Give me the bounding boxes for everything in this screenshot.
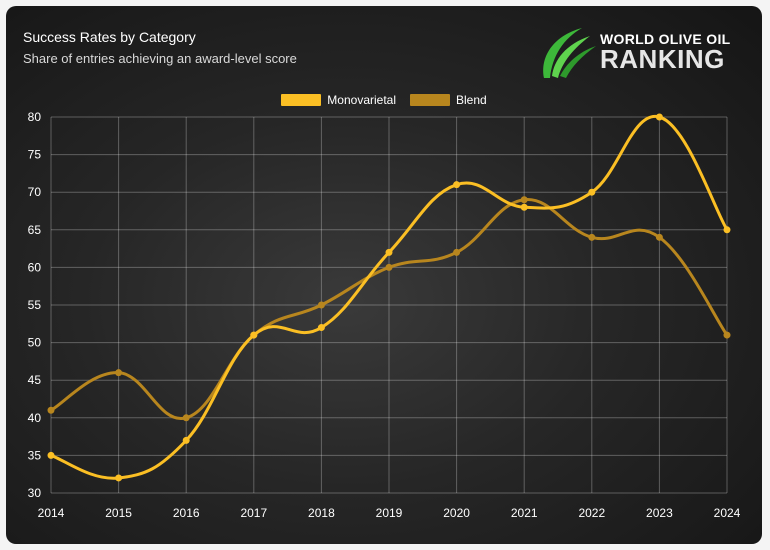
- x-tick-label: 2021: [511, 506, 538, 520]
- x-tick-label: 2017: [240, 506, 267, 520]
- y-tick-label: 50: [28, 336, 42, 350]
- data-point-blend: [723, 331, 731, 339]
- logo-text-top: WORLD OLIVE OIL: [600, 31, 731, 47]
- data-point-blend: [453, 248, 461, 256]
- data-point-monovarietal: [453, 181, 461, 189]
- y-tick-label: 45: [28, 373, 42, 387]
- x-tick-label: 2018: [308, 506, 335, 520]
- data-point-blend: [115, 369, 123, 377]
- y-tick-label: 40: [28, 411, 42, 425]
- logo-text-main: RANKING: [600, 44, 725, 74]
- x-tick-label: 2020: [443, 506, 470, 520]
- data-point-blend: [182, 414, 190, 422]
- data-point-blend: [317, 301, 325, 309]
- legend-label-monovarietal: Monovarietal: [327, 93, 396, 107]
- data-point-monovarietal: [317, 324, 325, 332]
- line-chart: 30 35 40 45 50 55 60 65 70 75 80 2014 2015 2016 2017 20…: [28, 110, 741, 520]
- y-tick-label: 65: [28, 223, 42, 237]
- legend-item-blend[interactable]: Blend: [410, 93, 487, 107]
- y-tick-label: 80: [28, 110, 42, 124]
- legend-swatch-monovarietal: [281, 94, 322, 106]
- y-tick-label: 70: [28, 185, 42, 199]
- x-tick-label: 2014: [38, 506, 65, 520]
- data-point-blend: [47, 406, 55, 414]
- data-point-blend: [588, 233, 596, 241]
- x-tick-label: 2016: [173, 506, 200, 520]
- brand-logo: WORLD OLIVE OIL RANKING: [538, 22, 738, 84]
- data-point-monovarietal: [182, 436, 190, 444]
- legend-label-blend: Blend: [456, 93, 487, 107]
- chart-legend: Monovarietal Blend: [6, 93, 762, 107]
- data-point-blend: [655, 233, 663, 241]
- legend-item-monovarietal[interactable]: Monovarietal: [281, 93, 396, 107]
- data-point-monovarietal: [385, 248, 393, 256]
- y-tick-label: 75: [28, 148, 42, 162]
- data-point-blend: [385, 263, 393, 271]
- data-point-monovarietal: [588, 188, 596, 196]
- y-tick-label: 30: [28, 486, 42, 500]
- x-tick-label: 2022: [578, 506, 605, 520]
- chart-subtitle: Share of entries achieving an award-leve…: [23, 51, 297, 66]
- data-point-monovarietal: [723, 226, 731, 234]
- x-tick-label: 2023: [646, 506, 673, 520]
- legend-swatch-blend: [410, 94, 450, 106]
- data-point-monovarietal: [47, 451, 55, 459]
- olive-swoosh-icon: [543, 28, 596, 78]
- x-tick-label: 2024: [714, 506, 741, 520]
- y-tick-label: 35: [28, 448, 42, 462]
- data-point-monovarietal: [655, 113, 663, 121]
- chart-card: Success Rates by Category Share of entri…: [6, 6, 762, 544]
- data-point-blend: [520, 196, 528, 204]
- y-tick-label: 60: [28, 260, 42, 274]
- x-tick-label: 2015: [105, 506, 132, 520]
- data-point-monovarietal: [520, 203, 528, 211]
- data-point-monovarietal: [115, 474, 123, 482]
- chart-title: Success Rates by Category: [23, 29, 196, 45]
- data-point-monovarietal: [250, 331, 258, 339]
- y-tick-label: 55: [28, 298, 42, 312]
- x-tick-label: 2019: [376, 506, 403, 520]
